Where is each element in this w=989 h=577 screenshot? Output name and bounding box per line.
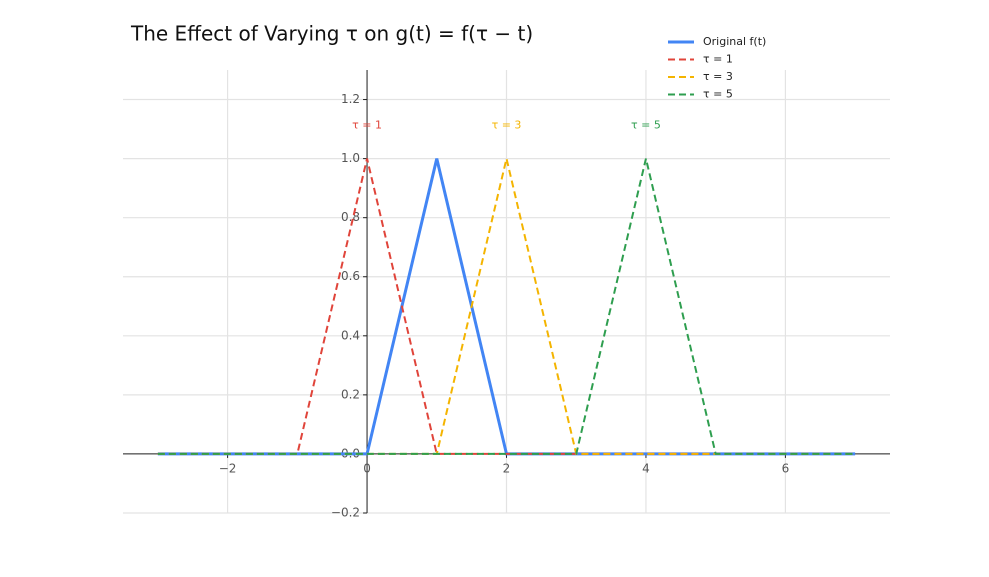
- y-tick-label: 1.0: [341, 151, 360, 165]
- legend-label: τ = 1: [703, 53, 733, 66]
- annotation: τ = 3: [492, 119, 522, 132]
- series-line: [157, 158, 856, 455]
- x-tick-label: −2: [219, 461, 237, 475]
- legend-label: τ = 3: [703, 70, 733, 83]
- y-tick-label: 0.8: [341, 210, 360, 224]
- y-tick-label: 1.2: [341, 92, 360, 106]
- legend-label: τ = 5: [703, 88, 733, 101]
- annotation: τ = 5: [631, 119, 661, 132]
- x-tick-label: 4: [642, 461, 650, 475]
- legend-label: Original f(t): [703, 35, 766, 48]
- chart-title: The Effect of Varying τ on g(t) = f(τ − …: [130, 22, 533, 46]
- series-line: [157, 158, 856, 455]
- y-tick-label: 0.4: [341, 328, 360, 342]
- x-tick-label: 6: [782, 461, 790, 475]
- y-tick-label: 0.6: [341, 269, 360, 283]
- x-tick-label: 0: [363, 461, 371, 475]
- annotation: τ = 1: [352, 119, 382, 132]
- y-tick-label: 0.2: [341, 387, 360, 401]
- y-tick-label: −0.2: [331, 506, 360, 520]
- x-tick-label: 2: [503, 461, 511, 475]
